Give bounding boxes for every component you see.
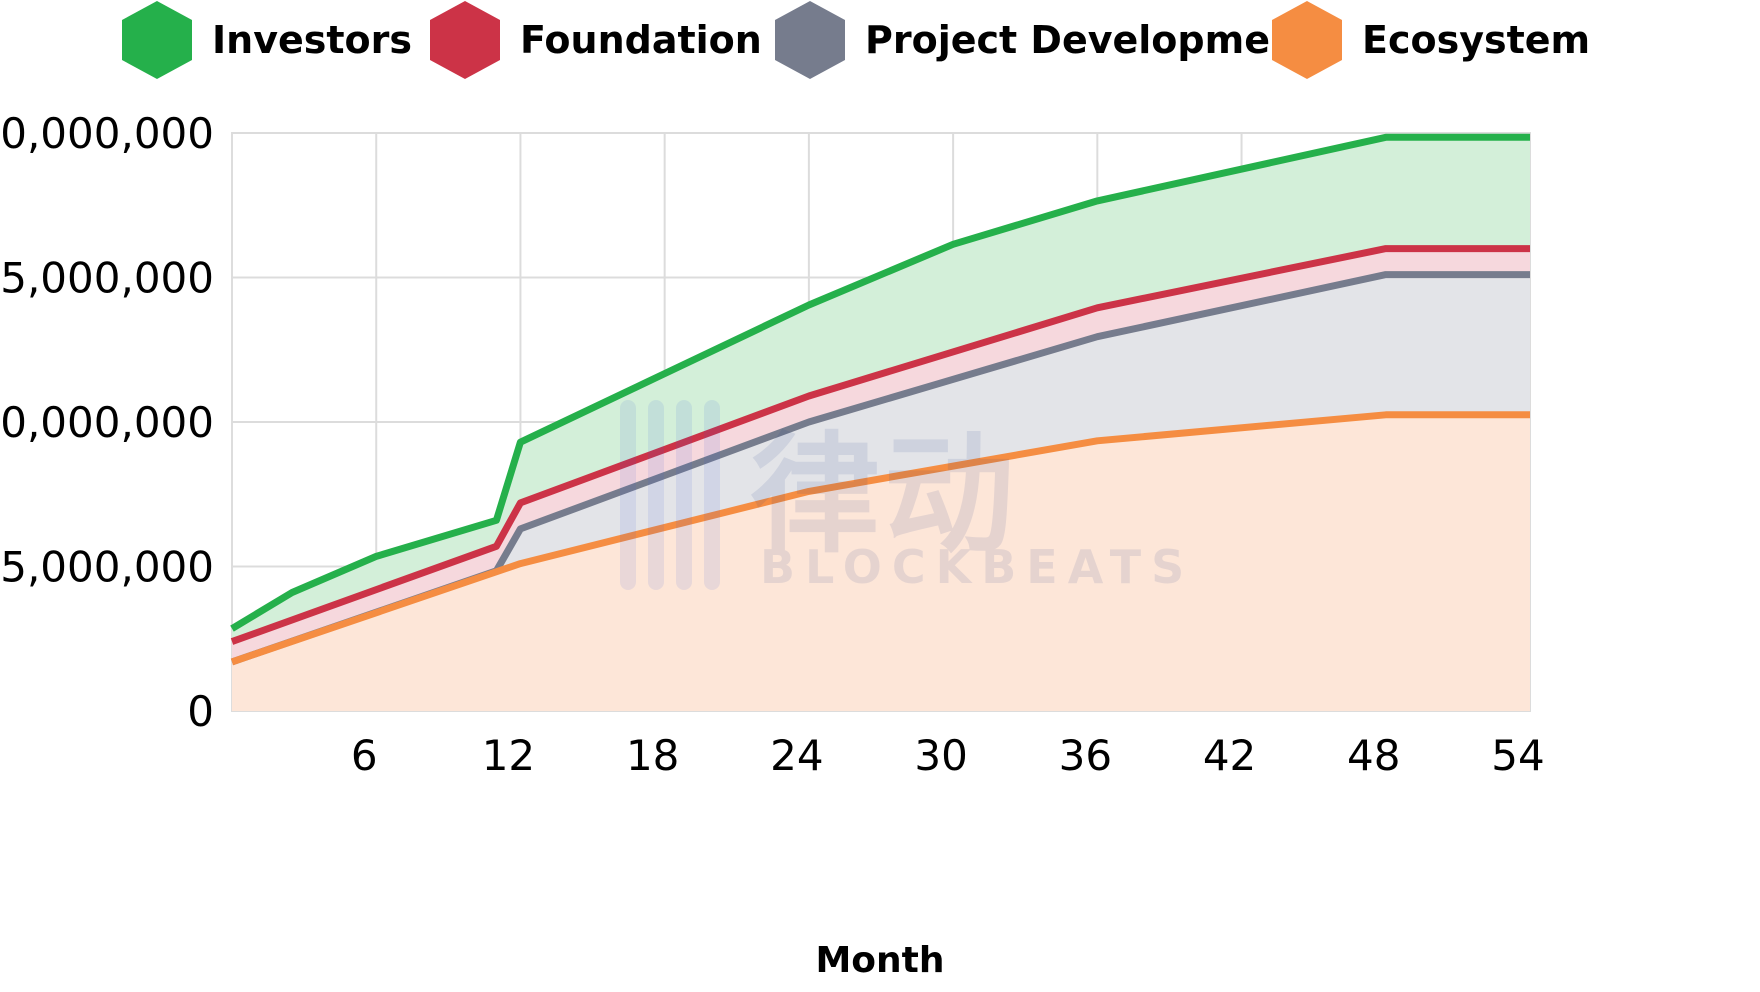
x-tick-label: 54 [1491,731,1544,780]
legend-swatch-ecosystem [1272,1,1342,79]
legend-item-ecosystem[interactable]: Ecosystem [1272,0,1590,80]
area-project-development [232,274,1530,662]
x-tick-label: 42 [1203,731,1256,780]
y-tick-label: 20,000,000 [0,109,214,158]
legend-item-project-development[interactable]: Project Development [775,0,1315,80]
y-tick-label: 10,000,000 [0,398,214,447]
chart-areas [232,137,1530,711]
hexagon-icon [430,1,500,79]
line-ecosystem [230,411,1530,666]
x-tick-label: 30 [914,731,967,780]
x-tick-label: 6 [351,731,378,780]
y-tick-label: 15,000,000 [0,254,214,303]
legend-item-foundation[interactable]: Foundation [430,0,762,80]
y-tick-label: 0 [187,687,214,736]
y-axis-ticks: 0 5,000,000 10,000,000 15,000,000 20,000,000 [0,109,214,736]
hexagon-icon [1272,1,1342,79]
legend-label-investors: Investors [212,18,412,62]
x-axis-label: Month [815,940,945,981]
hexagon-icon [122,1,192,79]
x-tick-label: 12 [482,731,535,780]
line-foundation [230,245,1530,645]
legend-swatch-project-development [775,1,845,79]
x-axis-ticks: 6 12 18 24 30 36 42 48 54 [351,731,1545,780]
chart-lines [230,133,1530,666]
y-tick-label: 5,000,000 [0,543,214,592]
line-investors [230,133,1530,632]
x-tick-label: 24 [770,731,823,780]
legend-swatch-foundation [430,1,500,79]
legend-label-ecosystem: Ecosystem [1362,18,1591,62]
x-tick-label: 36 [1059,731,1112,780]
x-tick-label: 18 [626,731,679,780]
x-tick-label: 48 [1347,731,1400,780]
legend-item-investors[interactable]: Investors [122,0,412,80]
hexagon-icon [775,1,845,79]
legend-swatch-investors [122,1,192,79]
area-ecosystem [232,414,1530,711]
area-investors [232,137,1530,642]
chart-legend: Investors Foundation Project Development… [0,0,1760,80]
legend-label-project-development: Project Development [865,18,1316,62]
legend-label-foundation: Foundation [520,18,762,62]
